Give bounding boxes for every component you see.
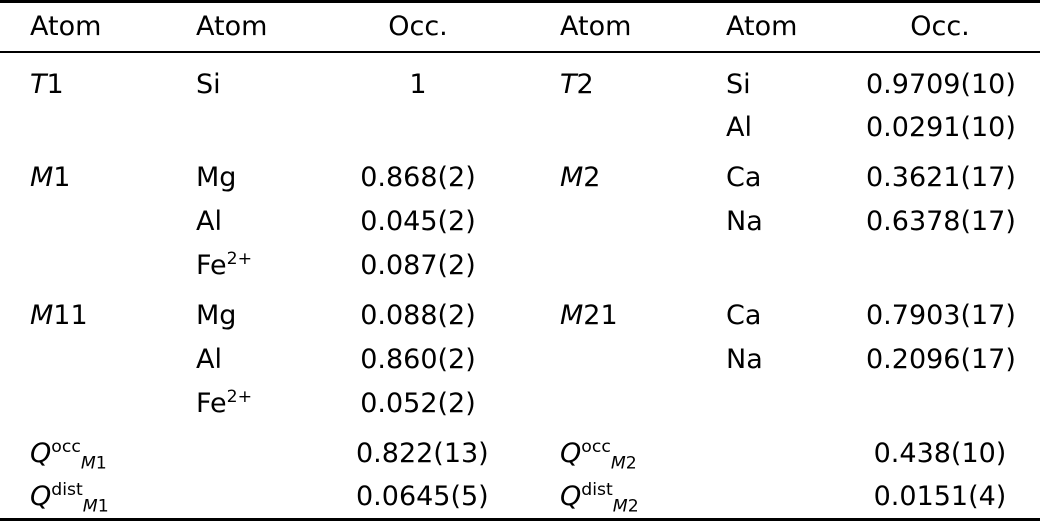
table-row: M11 Mg 0.088(2) M21 Ca 0.7903(17) xyxy=(0,288,1040,338)
occ-cell xyxy=(356,106,480,150)
site-cell xyxy=(0,200,196,244)
table-row: Al 0.860(2) Na 0.2096(17) xyxy=(0,338,1040,382)
site-cell xyxy=(480,338,726,382)
header-occ-left: Occ. xyxy=(356,1,480,53)
atom-cell xyxy=(726,426,866,476)
atom-cell: Fe2+ xyxy=(196,387,253,419)
occ-cell: 0.6378(17) xyxy=(866,206,1016,237)
header-atom-right: Atom xyxy=(726,1,866,53)
atom-cell: Al xyxy=(196,206,222,237)
site-cell xyxy=(480,382,726,426)
site-cell xyxy=(0,106,196,150)
header-atom-left: Atom xyxy=(196,1,356,53)
atom-cell: Na xyxy=(726,206,763,237)
occ-cell xyxy=(866,244,1040,288)
header-site-left: Atom xyxy=(0,1,196,53)
atom-cell xyxy=(196,106,356,150)
site-cell: M11 xyxy=(30,300,88,331)
occ-cell: 0.868(2) xyxy=(360,162,476,193)
occ-cell: 0.438(10) xyxy=(873,438,1007,469)
site-cell xyxy=(0,382,196,426)
occ-cell: 0.045(2) xyxy=(360,206,476,237)
header-row: Atom Atom Occ. Atom Atom Occ. xyxy=(0,1,1040,53)
table-row: Al 0.0291(10) xyxy=(0,106,1040,150)
occ-cell: 0.052(2) xyxy=(360,388,476,419)
occ-cell: 0.7903(17) xyxy=(866,300,1016,331)
table-row: Fe2+ 0.087(2) xyxy=(0,244,1040,288)
atom-cell: Si xyxy=(196,68,221,100)
header-site-right: Atom xyxy=(480,1,726,53)
site-cell: M2 xyxy=(560,162,601,193)
occ-cell: 0.0291(10) xyxy=(866,112,1016,143)
site-cell xyxy=(480,200,726,244)
table-body: T1 Si 1 T2 Si 0.9709(10) Al 0.0291(10) M1 Mg 0.868… xyxy=(0,52,1040,520)
occ-cell: 0.860(2) xyxy=(360,344,476,375)
atom-cell: Na xyxy=(726,344,763,375)
site-cell: QdistM1 xyxy=(30,480,109,517)
occ-cell: 0.0645(5) xyxy=(356,481,489,513)
site-cell xyxy=(480,244,726,288)
atom-cell: Al xyxy=(196,344,222,375)
atom-cell: Fe2+ xyxy=(196,249,253,281)
table-row: T1 Si 1 T2 Si 0.9709(10) xyxy=(0,52,1040,106)
site-cell xyxy=(0,338,196,382)
occ-cell: 0.3621(17) xyxy=(866,162,1016,193)
atom-cell xyxy=(726,244,866,288)
occ-cell: 0.0151(4) xyxy=(873,481,1007,513)
site-cell: QoccM2 xyxy=(560,437,637,474)
site-cell: M1 xyxy=(30,162,71,193)
site-cell: QoccM1 xyxy=(30,437,107,474)
table-row: Al 0.045(2) Na 0.6378(17) xyxy=(0,200,1040,244)
occ-cell: 1 xyxy=(409,68,427,100)
site-cell xyxy=(0,244,196,288)
table-row: QdistM1 0.0645(5) QdistM2 0.0151(4) xyxy=(0,476,1040,520)
atom-cell: Al xyxy=(726,112,752,143)
atom-cell: Mg xyxy=(196,162,237,193)
table-row: M1 Mg 0.868(2) M2 Ca 0.3621(17) xyxy=(0,150,1040,200)
atom-cell xyxy=(726,382,866,426)
site-cell: T1 xyxy=(30,68,64,100)
site-cell: QdistM2 xyxy=(560,480,639,517)
atom-cell: Ca xyxy=(726,300,762,331)
table-row: QoccM1 0.822(13) QoccM2 0.438(10) xyxy=(0,426,1040,476)
atom-cell: Ca xyxy=(726,162,762,193)
atom-cell: Mg xyxy=(196,300,237,331)
occ-cell: 0.087(2) xyxy=(360,250,476,281)
occ-cell: 0.2096(17) xyxy=(866,344,1016,375)
occ-cell xyxy=(866,382,1040,426)
occ-cell: 0.088(2) xyxy=(360,300,476,331)
table-row: Fe2+ 0.052(2) xyxy=(0,382,1040,426)
occ-cell: 0.9709(10) xyxy=(866,68,1016,100)
occ-cell: 0.822(13) xyxy=(356,438,489,469)
header-occ-right: Occ. xyxy=(866,1,1040,53)
atom-cell xyxy=(196,476,356,520)
site-cell: T2 xyxy=(560,68,594,100)
atom-cell xyxy=(196,426,356,476)
atom-cell: Si xyxy=(726,68,751,100)
atom-cell xyxy=(726,476,866,520)
table-header: Atom Atom Occ. Atom Atom Occ. xyxy=(0,1,1040,53)
site-cell xyxy=(480,106,726,150)
site-cell: M21 xyxy=(560,300,618,331)
